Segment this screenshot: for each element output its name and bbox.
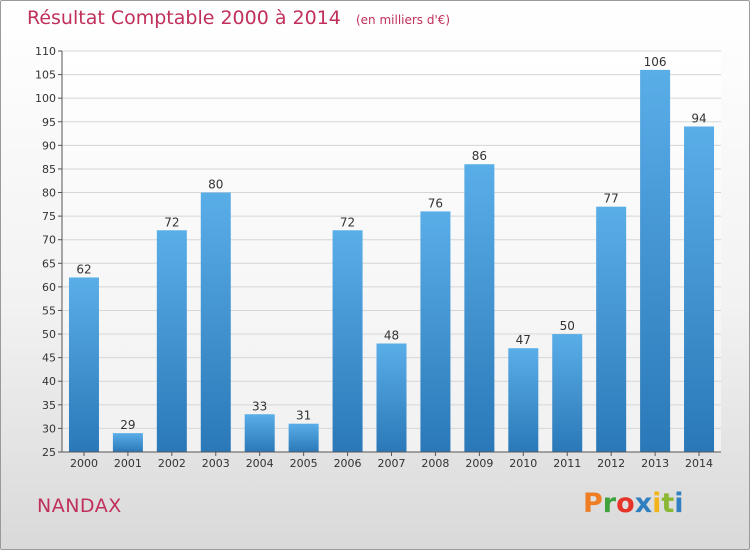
logo-letter: x [634,488,653,519]
x-tick-label: 2004 [246,457,274,470]
bar-2012[interactable] [596,206,627,452]
chart-title-block: Résultat Comptable 2000 à 2014 (en milli… [27,7,450,29]
bar-2003[interactable] [200,192,231,452]
x-tick-label: 2008 [421,457,449,470]
chart-subtitle: (en milliers d'€) [355,13,451,27]
logo-letter: o [616,488,635,519]
data-label: 29 [120,418,135,432]
bar-2006[interactable] [332,230,363,452]
data-label: 94 [691,111,706,125]
y-tick-label: 95 [42,116,56,129]
data-label: 86 [472,149,487,163]
data-label: 72 [164,215,179,229]
y-tick-label: 90 [42,139,56,152]
x-tick-label: 2000 [70,457,98,470]
y-tick-label: 55 [42,304,56,317]
x-tick-label: 2007 [378,457,406,470]
bar-2002[interactable] [156,230,187,452]
y-tick-label: 100 [35,92,56,105]
x-tick-label: 2005 [290,457,318,470]
bar-2013[interactable] [640,69,671,452]
y-tick-label: 110 [35,45,56,58]
bar-2000[interactable] [68,277,99,452]
y-tick-label: 40 [42,375,56,388]
proxiti-logo[interactable]: Proxiti [583,488,684,519]
data-label: 31 [296,409,311,423]
bar-2014[interactable] [684,126,715,452]
x-tick-label: 2012 [597,457,625,470]
data-label: 33 [252,399,267,413]
y-tick-label: 70 [42,234,56,247]
data-label: 80 [208,178,223,192]
x-tick-label: 2010 [509,457,537,470]
chart-title: Résultat Comptable 2000 à 2014 [27,7,341,29]
data-label: 72 [340,215,355,229]
x-tick-label: 2011 [553,457,581,470]
x-tick-label: 2014 [685,457,713,470]
logo-letter: i [652,488,662,519]
y-tick-label: 80 [42,187,56,200]
data-label: 50 [560,319,575,333]
y-tick-label: 60 [42,281,56,294]
x-tick-label: 2013 [641,457,669,470]
bar-2009[interactable] [464,164,495,453]
x-tick-label: 2002 [158,457,186,470]
y-tick-label: 30 [42,422,56,435]
x-tick-label: 2009 [465,457,493,470]
y-tick-label: 85 [42,163,56,176]
y-tick-label: 75 [42,210,56,223]
y-tick-label: 35 [42,399,56,412]
bar-2011[interactable] [552,334,583,452]
logo-letter: t [661,488,675,519]
bar-2005[interactable] [288,423,319,452]
place-name: NANDAX [37,495,122,517]
data-label: 106 [644,55,667,69]
bar-2004[interactable] [244,414,275,452]
data-label: 62 [76,262,91,276]
logo-letter: r [602,488,617,519]
x-tick-label: 2006 [334,457,362,470]
bar-2008[interactable] [420,211,451,452]
data-label: 77 [604,192,619,206]
data-label: 76 [428,196,443,210]
axes: 25 30 35 40 45 50 55 60 65 70 75 80 85 90 95 100 105 110 2… [35,45,721,470]
bar-2001[interactable] [112,433,143,452]
logo-letter: P [583,488,603,519]
y-tick-label: 50 [42,328,56,341]
y-tick-label: 25 [42,446,56,459]
y-tick-label: 65 [42,257,56,270]
x-tick-label: 2001 [114,457,142,470]
bar-2007[interactable] [376,343,407,452]
logo-letter: i [674,488,684,519]
y-tick-label: 105 [35,69,56,82]
bar-2010[interactable] [508,348,539,452]
data-label: 48 [384,328,399,342]
bars: 62 29 72 80 33 31 72 48 76 86 47 50 77 106 94 [68,55,715,453]
data-label: 47 [516,333,531,347]
y-tick-label: 45 [42,352,56,365]
x-tick-label: 2003 [202,457,230,470]
